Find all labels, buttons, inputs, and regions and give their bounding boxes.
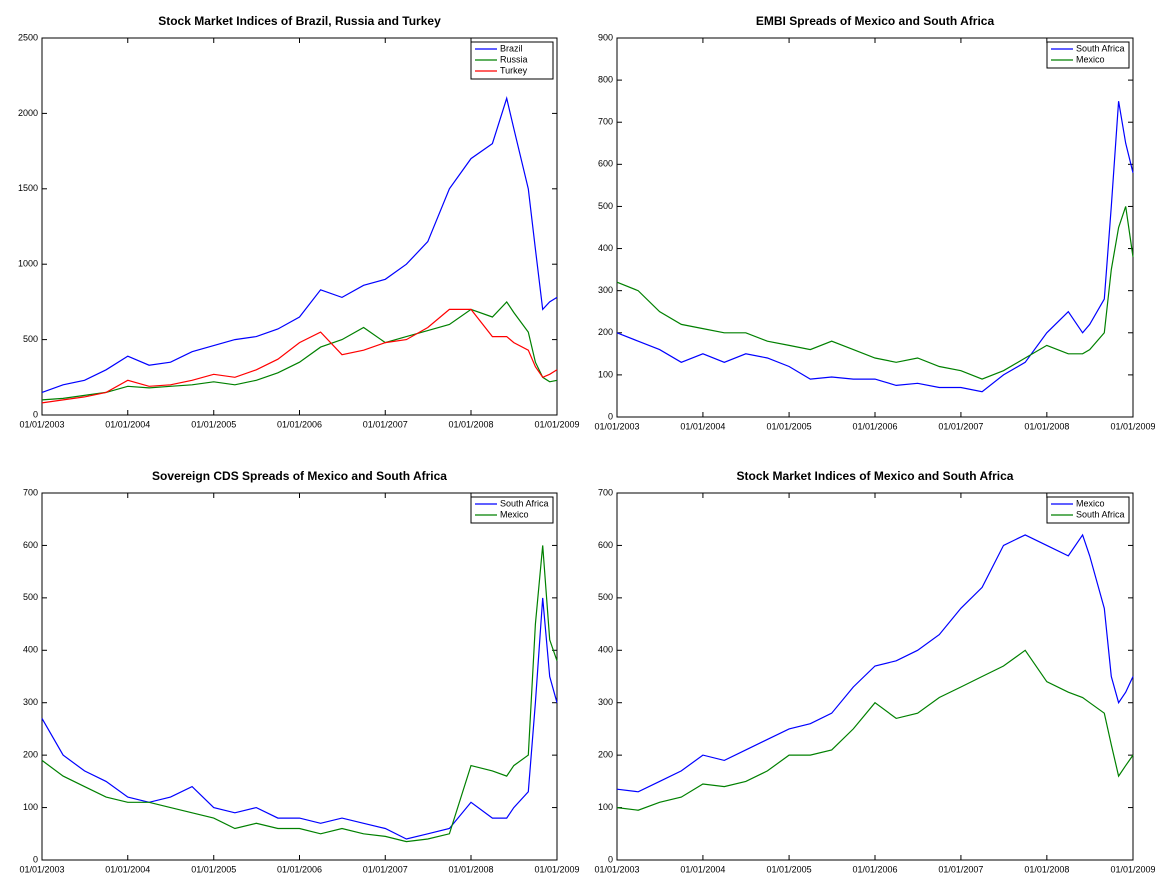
x-tick-label: 01/01/2005: [767, 421, 812, 431]
y-tick-label: 0: [33, 409, 38, 419]
y-tick-label: 700: [598, 487, 613, 497]
legend-label: Russia: [500, 54, 528, 64]
legend-label: Turkey: [500, 65, 528, 75]
y-tick-label: 500: [23, 592, 38, 602]
y-tick-label: 300: [598, 285, 613, 295]
x-tick-label: 01/01/2003: [594, 864, 639, 874]
x-tick-label: 01/01/2006: [852, 421, 897, 431]
series-line: [616, 206, 1134, 380]
legend-label: South Africa: [500, 498, 549, 508]
legend-box: [1046, 496, 1130, 524]
series-line: [41, 300, 558, 401]
legend-label: Mexico: [1076, 54, 1105, 64]
x-tick-label: 01/01/2004: [680, 421, 725, 431]
x-tick-label: 01/01/2005: [191, 419, 236, 429]
y-tick-label: 100: [23, 802, 38, 812]
x-tick-label: 01/01/2008: [1024, 864, 1069, 874]
y-tick-label: 200: [23, 750, 38, 760]
x-tick-label: 01/01/2007: [938, 864, 983, 874]
x-tick-label: 01/01/2005: [191, 864, 236, 874]
y-tick-label: 0: [608, 411, 613, 421]
x-tick-label: 01/01/2008: [448, 419, 493, 429]
y-tick-label: 2000: [18, 108, 38, 118]
series-line: [41, 545, 558, 843]
y-tick-label: 300: [23, 697, 38, 707]
x-tick-label: 01/01/2006: [852, 864, 897, 874]
x-tick-label: 01/01/2003: [594, 421, 639, 431]
y-tick-label: 600: [598, 540, 613, 550]
series-line: [616, 101, 1134, 393]
legend-label: Mexico: [1076, 498, 1105, 508]
series-line: [41, 597, 558, 840]
x-tick-label: 01/01/2007: [938, 421, 983, 431]
x-tick-label: 01/01/2009: [1110, 864, 1155, 874]
x-tick-label: 01/01/2003: [19, 864, 64, 874]
y-tick-label: 100: [598, 369, 613, 379]
x-tick-label: 01/01/2009: [534, 419, 579, 429]
x-tick-label: 01/01/2009: [534, 864, 579, 874]
x-tick-label: 01/01/2004: [105, 864, 150, 874]
x-tick-label: 01/01/2006: [277, 864, 322, 874]
legend-box: [1046, 41, 1130, 69]
y-tick-label: 600: [23, 540, 38, 550]
y-tick-label: 600: [598, 159, 613, 169]
y-tick-label: 700: [23, 487, 38, 497]
series-line: [616, 649, 1134, 811]
axes-box: [41, 37, 558, 416]
axes-box: [616, 37, 1134, 418]
series-line: [41, 96, 558, 393]
x-tick-label: 01/01/2008: [448, 864, 493, 874]
chart-title: EMBI Spreads of Mexico and South Africa: [756, 14, 995, 28]
y-tick-label: 2500: [18, 32, 38, 42]
y-tick-label: 1500: [18, 183, 38, 193]
x-tick-label: 01/01/2007: [363, 419, 408, 429]
x-tick-label: 01/01/2004: [680, 864, 725, 874]
legend-label: South Africa: [1076, 509, 1125, 519]
y-tick-label: 1000: [18, 259, 38, 269]
legend-label: South Africa: [1076, 43, 1125, 53]
y-tick-label: 500: [598, 201, 613, 211]
y-tick-label: 400: [598, 645, 613, 655]
legend-box: [470, 496, 554, 524]
y-tick-label: 200: [598, 327, 613, 337]
chart-title: Stock Market Indices of Brazil, Russia a…: [158, 14, 441, 28]
y-tick-label: 0: [608, 854, 613, 864]
series-line: [616, 533, 1134, 793]
y-tick-label: 200: [598, 750, 613, 760]
x-tick-label: 01/01/2004: [105, 419, 150, 429]
legend-label: Brazil: [500, 43, 523, 53]
y-tick-label: 0: [33, 854, 38, 864]
x-tick-label: 01/01/2007: [363, 864, 408, 874]
axes-box: [41, 492, 558, 861]
y-tick-label: 400: [598, 243, 613, 253]
legend-label: Mexico: [500, 509, 529, 519]
y-tick-label: 500: [23, 334, 38, 344]
x-tick-label: 01/01/2006: [277, 419, 322, 429]
axes-box: [616, 492, 1134, 861]
x-tick-label: 01/01/2005: [767, 864, 812, 874]
chart-title: Stock Market Indices of Mexico and South…: [737, 469, 1014, 483]
y-tick-label: 300: [598, 697, 613, 707]
chart-title: Sovereign CDS Spreads of Mexico and Sout…: [152, 469, 447, 483]
y-tick-label: 900: [598, 32, 613, 42]
series-line: [41, 308, 558, 404]
x-tick-label: 01/01/2009: [1110, 421, 1155, 431]
y-tick-label: 800: [598, 74, 613, 84]
x-tick-label: 01/01/2008: [1024, 421, 1069, 431]
x-tick-label: 01/01/2003: [19, 419, 64, 429]
y-tick-label: 700: [598, 117, 613, 127]
y-tick-label: 100: [598, 802, 613, 812]
y-tick-label: 500: [598, 592, 613, 602]
y-tick-label: 400: [23, 645, 38, 655]
